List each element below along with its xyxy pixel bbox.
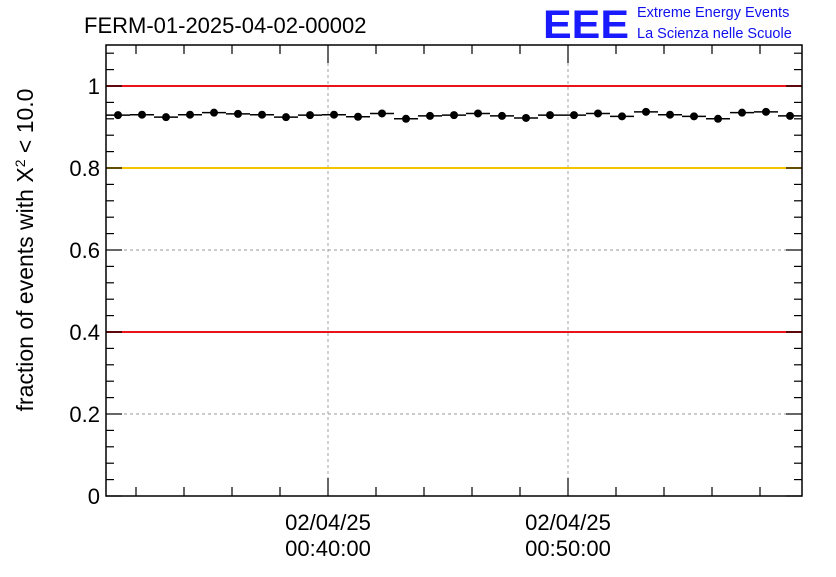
data-point xyxy=(762,107,770,116)
x-tick-time-label: 00:40:00 xyxy=(285,536,371,561)
x-tick-date-label: 02/04/25 xyxy=(285,510,371,535)
data-point xyxy=(258,110,266,119)
data-point xyxy=(474,109,482,118)
data-layer xyxy=(106,107,802,123)
data-point xyxy=(138,110,146,119)
data-point xyxy=(114,111,122,120)
y-axis-label-chi: Χ xyxy=(12,167,38,182)
eee-logo-mark: EEE xyxy=(543,3,629,47)
data-point xyxy=(354,112,362,121)
y-axis-label-sup: 2 xyxy=(12,159,28,167)
y-tick-label: 0.2 xyxy=(69,402,100,427)
y-tick-label: 0.4 xyxy=(69,320,100,345)
data-point xyxy=(666,110,674,119)
data-point xyxy=(330,110,338,119)
data-point xyxy=(450,111,458,120)
y-tick-label: 0.8 xyxy=(69,156,100,181)
data-point xyxy=(306,111,314,120)
data-point xyxy=(498,111,506,120)
data-point xyxy=(186,110,194,119)
data-point xyxy=(402,114,410,123)
eee-logo-line1: Extreme Energy Events xyxy=(637,5,789,21)
data-point xyxy=(522,113,530,122)
y-axis-label-prefix: fraction of events with xyxy=(12,183,38,412)
data-point xyxy=(714,114,722,123)
data-point xyxy=(642,107,650,116)
data-point xyxy=(378,109,386,118)
y-axis-label-suffix: < 10.0 xyxy=(12,89,38,160)
y-tick-label: 1 xyxy=(88,74,100,99)
data-point xyxy=(594,109,602,118)
data-point xyxy=(738,108,746,117)
plot-frame xyxy=(105,44,803,497)
eee-logo-line2: La Scienza nelle Scuole xyxy=(637,26,792,42)
y-axis-label: fraction of events with Χ2 < 10.0 xyxy=(12,89,38,412)
y-tick-label: 0.6 xyxy=(69,238,100,263)
chart-title: FERM-01-2025-04-02-00002 xyxy=(84,13,367,38)
data-point xyxy=(282,113,290,122)
data-point xyxy=(210,108,218,117)
data-point xyxy=(546,111,554,120)
x-tick-time-label: 00:50:00 xyxy=(525,536,611,561)
data-point xyxy=(786,111,794,120)
data-point xyxy=(690,112,698,121)
x-tick-date-label: 02/04/25 xyxy=(525,510,611,535)
data-point xyxy=(426,111,434,120)
tick-labels-layer: 00.20.40.60.8102/04/2500:40:0002/04/2500… xyxy=(69,74,610,561)
reference-lines-layer xyxy=(106,85,802,333)
eee-logo: EEE Extreme Energy Events La Scienza nel… xyxy=(543,3,792,47)
y-tick-label: 0 xyxy=(88,484,100,509)
data-point xyxy=(234,109,242,118)
data-point xyxy=(618,112,626,121)
data-point xyxy=(162,113,170,122)
data-point xyxy=(570,111,578,120)
